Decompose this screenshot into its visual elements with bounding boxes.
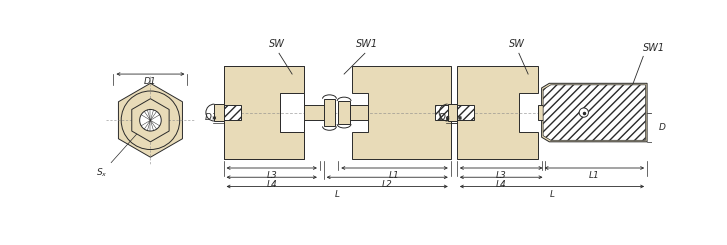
Text: D: D [205,113,212,122]
Text: L: L [334,190,340,198]
Text: L3: L3 [266,171,277,180]
Polygon shape [119,83,182,157]
Text: L3: L3 [496,171,507,180]
Polygon shape [132,99,169,142]
Bar [224,105,241,120]
Circle shape [140,110,161,131]
Text: SW1: SW1 [356,39,378,49]
Polygon shape [457,66,538,159]
Text: D: D [659,123,665,132]
Polygon shape [543,85,646,140]
Text: SW: SW [269,39,285,49]
Text: L1: L1 [389,171,400,180]
Text: SW1: SW1 [643,42,665,52]
Polygon shape [352,66,451,159]
Polygon shape [224,66,305,159]
Text: D: D [438,113,446,122]
Bar [457,105,474,120]
Text: L4: L4 [496,180,507,189]
Polygon shape [542,83,647,142]
Bar [224,66,305,159]
Bar [324,99,335,126]
Text: SW: SW [509,39,524,49]
Bar [214,104,224,121]
Bar [338,101,350,124]
Bar [280,93,305,132]
Text: L2: L2 [382,180,393,189]
Circle shape [579,108,588,117]
Text: L1: L1 [589,171,600,180]
Text: L: L [550,190,555,198]
Bar [538,105,545,120]
Text: L4: L4 [266,180,277,189]
Bar [350,105,368,120]
Bar [448,104,457,121]
Bar [305,105,332,120]
Bar [435,105,451,120]
Text: $S_x$: $S_x$ [96,166,108,179]
Text: D: D [462,113,469,122]
Text: D1: D1 [144,77,157,86]
